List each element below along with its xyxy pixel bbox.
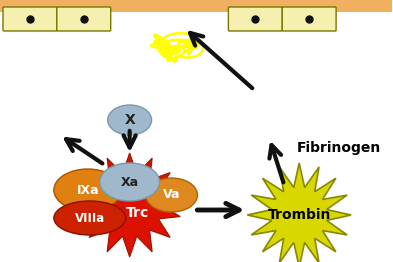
Ellipse shape	[146, 178, 197, 212]
Text: X: X	[124, 113, 135, 127]
Text: Trc: Trc	[126, 206, 149, 220]
FancyBboxPatch shape	[3, 7, 57, 31]
Ellipse shape	[54, 201, 126, 235]
Polygon shape	[79, 153, 180, 257]
FancyBboxPatch shape	[282, 7, 336, 31]
Text: Xa: Xa	[121, 176, 139, 188]
Text: VIIIa: VIIIa	[75, 211, 105, 225]
Ellipse shape	[100, 163, 160, 201]
Text: Fibrinogen: Fibrinogen	[297, 141, 381, 155]
FancyBboxPatch shape	[57, 7, 111, 31]
Polygon shape	[247, 163, 351, 262]
Text: Va: Va	[163, 188, 180, 201]
Ellipse shape	[54, 169, 122, 211]
FancyBboxPatch shape	[228, 7, 282, 31]
Ellipse shape	[108, 105, 152, 135]
Text: Trombin: Trombin	[268, 208, 331, 222]
Text: IXa: IXa	[77, 183, 99, 196]
FancyBboxPatch shape	[0, 0, 392, 12]
